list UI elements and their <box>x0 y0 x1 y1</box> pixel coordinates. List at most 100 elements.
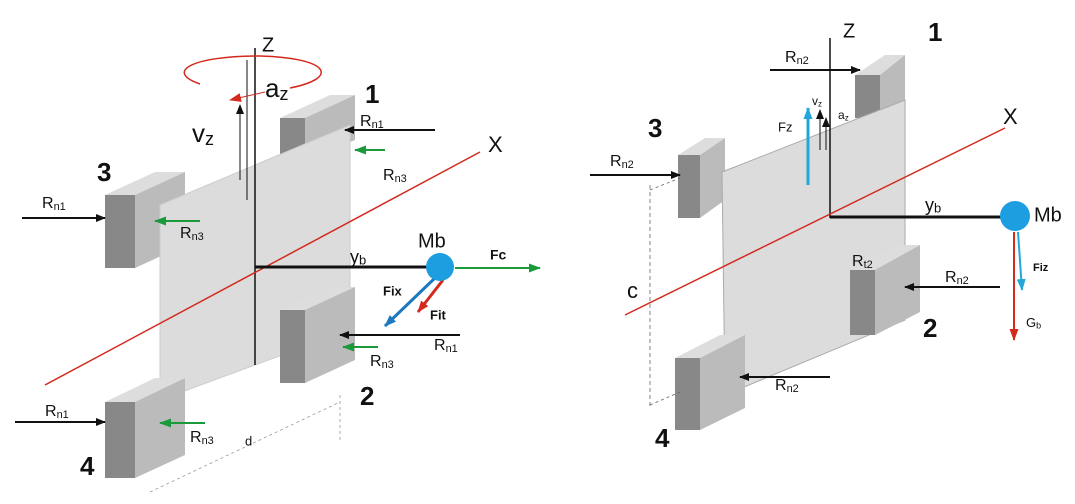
label: Rn3 <box>180 225 204 243</box>
block-face <box>855 75 880 118</box>
mass <box>426 253 454 281</box>
label-base: R <box>370 353 382 370</box>
fix-arrow <box>383 275 438 328</box>
label-subscript: b <box>359 253 366 268</box>
block-face <box>280 310 305 383</box>
block-top <box>678 138 725 155</box>
label-base: R <box>434 337 446 354</box>
label: Z <box>843 20 855 42</box>
label-base: y <box>925 195 934 215</box>
label: X <box>1003 104 1018 129</box>
label-base: R <box>190 429 202 446</box>
label: Rn2 <box>775 377 799 395</box>
label-base: v <box>192 118 205 148</box>
block-top <box>280 287 355 310</box>
label: yb <box>350 247 366 268</box>
label-subscript: n2 <box>787 383 799 395</box>
label: 2 <box>360 381 374 411</box>
block-side <box>305 287 355 383</box>
label-base: v <box>812 94 818 108</box>
label: Rn1 <box>360 113 384 131</box>
label-base: R <box>42 195 54 212</box>
label: Rn1 <box>45 403 69 421</box>
label-base: R <box>775 377 787 394</box>
label: Gb <box>1026 315 1041 331</box>
label: Fc <box>490 247 507 263</box>
label-subscript: z <box>279 84 288 104</box>
label-subscript: n3 <box>202 435 214 447</box>
label-subscript: n3 <box>192 231 204 243</box>
block-face <box>105 402 135 478</box>
label-subscript: n1 <box>57 409 69 421</box>
label-base: R <box>852 253 864 270</box>
rotation <box>183 55 322 89</box>
label-base: a <box>265 73 280 103</box>
block-top <box>280 95 355 118</box>
fit-arrow <box>416 279 445 313</box>
block-top <box>675 335 745 358</box>
fiz-arrow <box>1016 231 1026 291</box>
label-subscript: n2 <box>622 159 634 171</box>
label: 3 <box>97 157 111 187</box>
label: Rn1 <box>42 195 66 213</box>
block-top <box>855 55 905 75</box>
label: Mb <box>1034 204 1062 226</box>
right-diagram <box>590 38 1030 430</box>
label-subscript: n1 <box>54 201 66 213</box>
block-top <box>105 172 185 195</box>
left-diagram <box>15 48 541 493</box>
label: 2 <box>923 313 937 343</box>
mass <box>1000 201 1030 231</box>
label: d <box>245 433 252 448</box>
label: Fix <box>383 283 403 298</box>
block-face <box>105 195 135 268</box>
block-side <box>135 378 185 478</box>
block-top <box>105 378 185 402</box>
label: 4 <box>80 451 95 481</box>
block-face <box>675 358 700 430</box>
label-subscript: n3 <box>382 359 394 371</box>
label-subscript: z <box>205 129 214 149</box>
label: 3 <box>648 113 662 143</box>
label-base: R <box>945 269 957 286</box>
label: Rn3 <box>370 353 394 371</box>
block-side <box>700 335 745 430</box>
label-subscript: b <box>1036 321 1041 331</box>
label-subscript: n1 <box>372 119 384 131</box>
label: Fz <box>778 119 792 134</box>
dimension <box>649 177 681 191</box>
label-subscript: z <box>845 114 849 123</box>
label: Fiz <box>1033 262 1049 274</box>
label: c <box>627 278 638 303</box>
dimension <box>149 401 341 493</box>
block-face <box>678 155 700 218</box>
label: 1 <box>928 17 942 47</box>
label: az <box>838 108 849 122</box>
label-subscript: z <box>818 100 822 109</box>
label: 4 <box>655 423 670 453</box>
plate <box>721 99 906 396</box>
label: Z <box>262 34 274 56</box>
label-base: R <box>610 153 622 170</box>
label-subscript: n2 <box>957 275 969 287</box>
label: Rn3 <box>190 429 214 447</box>
label-base: R <box>785 49 797 66</box>
block-top <box>850 245 920 270</box>
label: Rn2 <box>610 153 634 171</box>
label-base: R <box>180 225 192 242</box>
x-axis <box>624 127 1006 316</box>
label: Rn2 <box>785 49 809 67</box>
label: vz <box>192 118 214 149</box>
label-base: y <box>350 247 359 267</box>
label-base: R <box>360 113 372 130</box>
label-subscript: b <box>934 201 941 216</box>
label-base: a <box>838 108 845 122</box>
label: Mb <box>418 230 446 252</box>
label: Rn2 <box>945 269 969 287</box>
label: Rn1 <box>434 337 458 355</box>
label: Rt2 <box>852 253 873 271</box>
label-subscript: n2 <box>797 55 809 67</box>
label: az <box>265 73 288 104</box>
label-base: R <box>383 167 395 184</box>
label: 1 <box>365 79 379 109</box>
